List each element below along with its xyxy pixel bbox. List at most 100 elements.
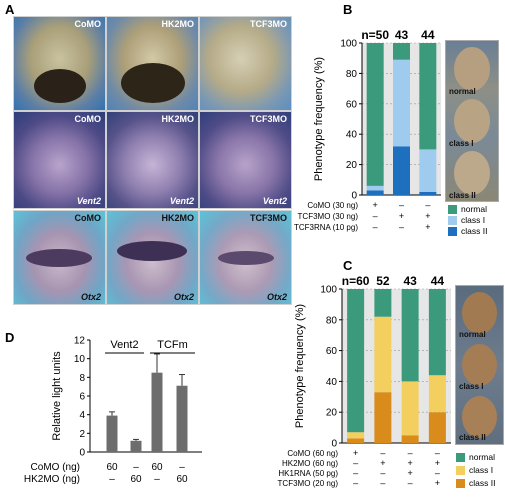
- bar-segment: [419, 191, 437, 195]
- photo-row2-hk2mo: HK2MO Vent2: [106, 111, 199, 209]
- y-tick-label: 20: [326, 408, 338, 419]
- photo-row3-tcf3mo: TCF3MO Otx2: [199, 210, 292, 305]
- y-tick-label: 0: [79, 448, 85, 459]
- bar-segment: [366, 190, 384, 195]
- bar-segment: [347, 289, 365, 433]
- condition-mark: +: [399, 211, 404, 221]
- bar: [130, 440, 142, 452]
- condition-mark: –: [373, 211, 378, 221]
- bar-segment: [419, 149, 437, 192]
- condition-mark: –: [133, 462, 139, 473]
- photo-gene-label: Otx2: [80, 292, 101, 302]
- photo-gene-label: Vent2: [169, 196, 194, 206]
- legend-swatch: [448, 205, 457, 214]
- legend-entry: normal: [469, 452, 495, 462]
- bar: [176, 385, 188, 452]
- photo-row3-como: CoMO Otx2: [13, 210, 106, 305]
- condition-mark: –: [399, 200, 404, 210]
- side-label-class-i: class I: [459, 382, 484, 391]
- legend-swatch: [456, 453, 465, 462]
- condition-mark: –: [425, 200, 430, 210]
- condition-mark: –: [109, 474, 115, 485]
- n-label: 44: [431, 274, 445, 288]
- condition-mark: –: [353, 478, 358, 488]
- y-axis-label: Relative light units: [51, 351, 63, 441]
- y-axis-label: Phenotype frequency (%): [313, 57, 325, 181]
- condition-label: CoMO (30 ng): [307, 201, 358, 210]
- bar-segment: [393, 43, 410, 60]
- legend-entry: class II: [461, 226, 487, 236]
- photo-label: TCF3MO: [250, 213, 287, 223]
- bar-segment: [366, 185, 384, 191]
- n-label: 52: [376, 274, 390, 288]
- y-tick-label: 80: [346, 69, 358, 80]
- photo-label: TCF3MO: [250, 19, 287, 29]
- panel-b-side-photos: normal class I class II: [445, 40, 499, 202]
- legend-entry: class I: [461, 215, 485, 225]
- y-tick-label: 20: [346, 160, 358, 171]
- legend-entry: class II: [469, 478, 495, 488]
- bar-segment: [374, 289, 392, 317]
- condition-mark: –: [154, 474, 160, 485]
- photo-row1-como: CoMO: [13, 16, 106, 111]
- bar-segment: [401, 381, 419, 436]
- y-tick-label: 60: [346, 99, 358, 110]
- photo-row2-como: CoMO Vent2: [13, 111, 106, 209]
- condition-mark: –: [373, 222, 378, 232]
- photo-label: CoMO: [74, 114, 102, 124]
- condition-mark: –: [408, 478, 413, 488]
- n-label: n=50: [361, 28, 389, 42]
- condition-mark: 60: [130, 474, 142, 485]
- side-label-class-i: class I: [449, 139, 474, 148]
- condition-mark: +: [425, 211, 430, 221]
- group-label: Vent2: [110, 339, 138, 351]
- y-tick-label: 8: [79, 373, 85, 384]
- side-label-class-ii: class II: [459, 433, 486, 442]
- y-tick-label: 60: [326, 346, 338, 357]
- panel-label-d: D: [5, 330, 15, 345]
- photo-label: HK2MO: [161, 213, 194, 223]
- photo-gene-label: Vent2: [76, 196, 101, 206]
- photo-label: CoMO: [74, 19, 102, 29]
- bar-segment: [374, 316, 392, 393]
- condition-mark: 60: [176, 474, 188, 485]
- condition-label: HK1RNA (50 pg): [278, 469, 338, 478]
- condition-label: CoMO (ng): [31, 462, 80, 473]
- side-label-normal: normal: [459, 330, 486, 339]
- condition-label: TCF3RNA (10 pg): [294, 223, 358, 232]
- bar: [151, 372, 163, 452]
- legend-entry: normal: [461, 204, 487, 214]
- n-label: 44: [421, 28, 435, 42]
- y-axis-label: Phenotype frequency (%): [294, 304, 306, 428]
- photo-gene-label: Vent2: [262, 196, 287, 206]
- condition-mark: –: [353, 468, 358, 478]
- y-tick-label: 0: [351, 191, 357, 202]
- y-tick-label: 6: [79, 392, 85, 403]
- n-label: 43: [395, 28, 409, 42]
- condition-mark: –: [179, 462, 185, 473]
- bar-segment: [419, 43, 437, 150]
- condition-mark: –: [435, 468, 440, 478]
- condition-mark: –: [380, 478, 385, 488]
- bar-segment: [393, 146, 410, 195]
- bar-segment: [428, 375, 446, 413]
- condition-mark: –: [408, 448, 413, 458]
- y-tick-label: 10: [74, 354, 86, 365]
- panel-label-a: A: [5, 2, 15, 17]
- legend-swatch: [448, 227, 457, 236]
- condition-mark: 60: [151, 462, 163, 473]
- bar-segment: [401, 289, 419, 382]
- condition-mark: +: [435, 458, 440, 468]
- panel-c-side-photos: normal class I class II: [455, 285, 504, 445]
- y-tick-label: 2: [79, 429, 85, 440]
- y-tick-label: 40: [326, 377, 338, 388]
- n-label: n=60: [342, 274, 370, 288]
- legend-swatch: [456, 466, 465, 475]
- condition-label: HK2MO (ng): [24, 474, 80, 485]
- condition-mark: –: [380, 448, 385, 458]
- photo-label: HK2MO: [161, 114, 194, 124]
- y-tick-label: 80: [326, 315, 338, 326]
- side-label-class-ii: class II: [449, 191, 476, 200]
- group-label: TCFm: [157, 339, 188, 351]
